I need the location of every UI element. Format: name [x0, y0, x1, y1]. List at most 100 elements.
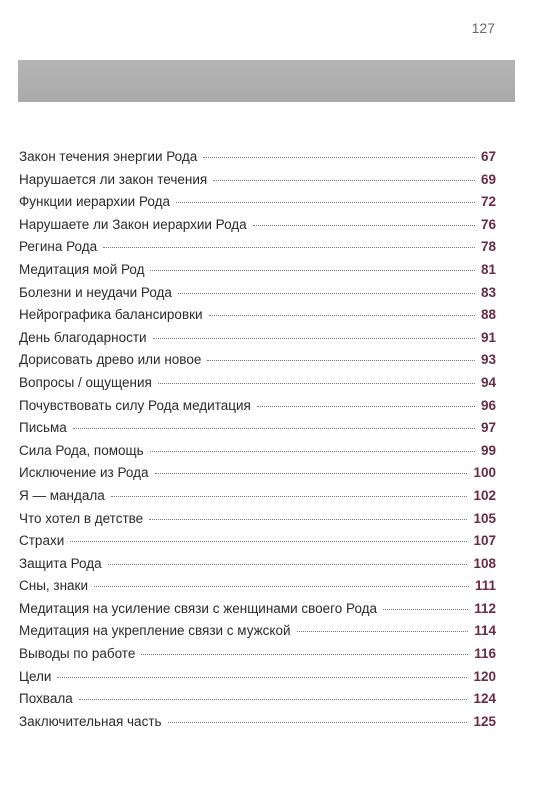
dot-leader [152, 337, 475, 339]
toc-entry-page-number: 83 [480, 284, 496, 300]
dot-leader [252, 224, 475, 226]
dot-leader [256, 405, 475, 407]
toc-entry-title: Я — мандала [19, 487, 105, 503]
dot-leader [154, 473, 468, 475]
toc-entry-title: День благодарности [19, 329, 147, 345]
dot-leader [203, 157, 475, 158]
toc-entry-title: Вопросы / ощущения [19, 374, 152, 390]
toc-entry[interactable]: Сны, знаки 111 [19, 578, 496, 601]
toc-entry[interactable]: Что хотел в детстве 105 [19, 511, 496, 534]
toc-entry-page-number: 107 [473, 533, 496, 549]
toc-entry-title: Функции иерархии Рода [19, 194, 170, 210]
toc-entry-page-number: 116 [474, 646, 496, 662]
toc-entry-title: Защита Рода [19, 555, 102, 571]
toc-entry[interactable]: Похвала 124 [19, 691, 496, 714]
toc-entry[interactable]: Сила Рода, помощь 99 [19, 443, 496, 466]
dot-leader [208, 315, 475, 317]
toc-entry[interactable]: Регина Рода 78 [19, 239, 496, 262]
toc-entry-title: Сны, знаки [19, 578, 89, 594]
toc-entry-page-number: 114 [474, 623, 496, 639]
dot-leader [149, 518, 468, 520]
toc-entry-title: Сила Рода, помощь [19, 442, 144, 458]
toc-entry-page-number: 91 [480, 329, 496, 345]
toc-entry-title: Нарушается ли закон течения [19, 171, 208, 187]
toc-entry[interactable]: Нейрографика балансировки 88 [19, 307, 496, 330]
dot-leader [149, 450, 475, 452]
toc-entry-page-number: 99 [480, 442, 496, 458]
toc-entry-page-number: 102 [473, 487, 496, 503]
toc-entry[interactable]: Защита Рода 108 [19, 556, 496, 579]
toc-entry-page-number: 76 [480, 216, 496, 232]
toc-entry-page-number: 69 [480, 171, 496, 187]
toc-entry-page-number: 93 [480, 352, 496, 368]
toc-entry[interactable]: Закон течения энергии Рода 67 [19, 149, 496, 172]
dot-leader [57, 676, 468, 678]
toc-entry-page-number: 112 [474, 600, 496, 616]
dot-leader [110, 495, 468, 497]
toc-entry-page-number: 72 [480, 194, 496, 210]
toc-entry[interactable]: День благодарности 91 [19, 330, 496, 353]
dot-leader [70, 541, 468, 543]
toc-entry-page-number: 111 [474, 578, 496, 594]
toc-entry[interactable]: Дорисовать древо или новое 93 [19, 352, 496, 375]
dot-leader [78, 699, 468, 701]
dot-leader [107, 563, 468, 565]
toc-entry-title: Болезни и неудачи Рода [19, 284, 172, 300]
toc-entry-title: Медитация на усиление связи с женщинами … [19, 600, 378, 616]
toc-entry[interactable]: Страхи 107 [19, 533, 496, 556]
toc-entry-title: Нарушаете ли Закон иерархии Рода [19, 216, 247, 232]
toc-entry[interactable]: Выводы по работе 116 [19, 646, 496, 669]
toc-entry-title: Нейрографика балансировки [19, 307, 203, 323]
toc-entry-page-number: 124 [473, 691, 496, 707]
toc-entry[interactable]: Я — мандала 102 [19, 488, 496, 511]
toc-entry-title: Цели [19, 668, 52, 684]
toc-entry-page-number: 67 [480, 149, 496, 164]
dot-leader [177, 292, 475, 294]
toc-entry-title: Страхи [19, 533, 65, 549]
toc-entry[interactable]: Исключение из Рода 100 [19, 465, 496, 488]
toc-entry-title: Выводы по работе [19, 646, 136, 662]
toc-entry-title: Дорисовать древо или новое [19, 352, 202, 368]
toc-entry[interactable]: Письма 97 [19, 420, 496, 443]
toc-entry[interactable]: Медитация на укрепление связи с мужской 1… [19, 623, 496, 646]
toc-entry-title: Почувствовать силу Рода медитация [19, 397, 251, 413]
dot-leader [94, 586, 469, 588]
dot-leader [167, 721, 468, 723]
header-band [18, 60, 515, 102]
toc-entry-page-number: 97 [480, 420, 496, 436]
toc-entry-page-number: 105 [473, 510, 496, 526]
toc-entry[interactable]: Почувствовать силу Рода медитация 96 [19, 398, 496, 421]
dot-leader [207, 360, 475, 362]
dot-leader [150, 269, 475, 271]
toc-entry[interactable]: Нарушается ли закон течения 69 [19, 172, 496, 195]
toc-entry[interactable]: Заключительная часть 125 [19, 714, 496, 737]
dot-leader [213, 179, 475, 181]
dot-leader [296, 631, 469, 633]
dot-leader [157, 382, 475, 384]
toc-entry-title: Заключительная часть [19, 713, 162, 729]
toc-entry-page-number: 100 [473, 465, 496, 481]
table-of-contents: Закон течения энергии Рода 67 Нарушается л… [19, 149, 496, 736]
toc-entry-title: Медитация мой Род [19, 261, 145, 277]
toc-entry-page-number: 125 [473, 713, 496, 729]
toc-entry[interactable]: Функции иерархии Рода 72 [19, 194, 496, 217]
toc-entry[interactable]: Медитация мой Род 81 [19, 262, 496, 285]
dot-leader [103, 247, 475, 249]
toc-entry[interactable]: Цели 120 [19, 669, 496, 692]
toc-entry[interactable]: Вопросы / ощущения 94 [19, 375, 496, 398]
toc-entry-page-number: 81 [480, 261, 496, 277]
dot-leader [72, 428, 475, 430]
toc-entry-page-number: 78 [480, 239, 496, 255]
toc-entry-page-number: 108 [473, 555, 496, 571]
dot-leader [141, 654, 469, 656]
toc-entry[interactable]: Болезни и неудачи Рода 83 [19, 285, 496, 308]
toc-entry[interactable]: Нарушаете ли Закон иерархии Рода 76 [19, 217, 496, 240]
toc-entry[interactable]: Медитация на усиление связи с женщинами … [19, 601, 496, 624]
toc-entry-title: Письма [19, 420, 67, 436]
dot-leader [383, 608, 469, 610]
page-number: 127 [471, 20, 495, 36]
toc-entry-page-number: 96 [480, 397, 496, 413]
toc-entry-page-number: 88 [480, 307, 496, 323]
toc-entry-title: Закон течения энергии Рода [19, 149, 198, 164]
toc-entry-title: Похвала [19, 691, 73, 707]
